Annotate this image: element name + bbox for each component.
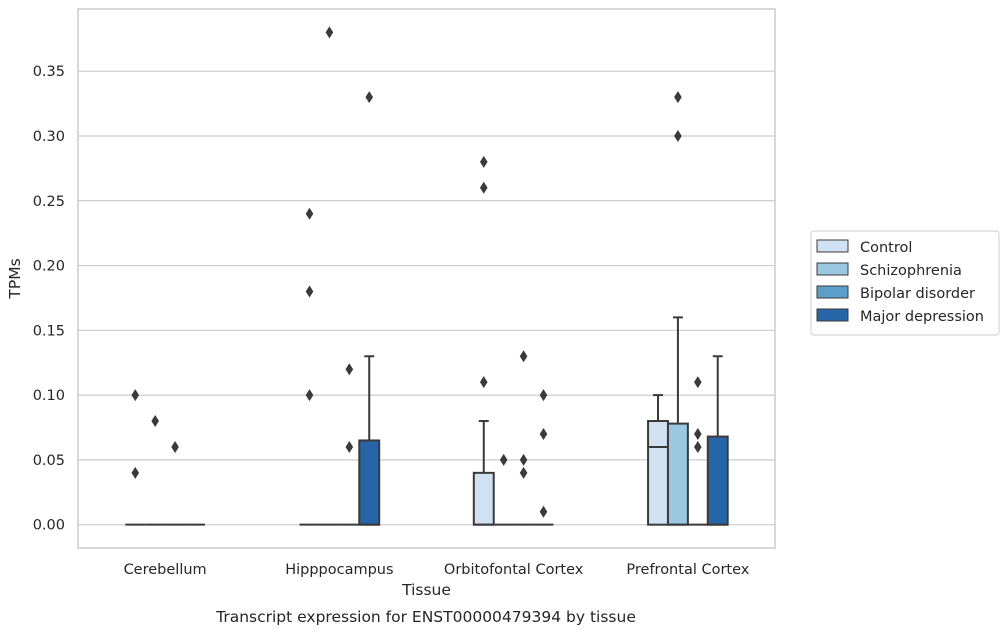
box-3-3	[706, 355, 729, 526]
x-tick-label: Prefrontal Cortex	[626, 562, 749, 578]
box-0-3	[647, 394, 669, 526]
legend-frame	[810, 230, 1000, 336]
outlier-marker	[325, 26, 334, 39]
outlier-marker	[519, 350, 528, 363]
outlier-marker	[151, 415, 159, 428]
box-3-2	[533, 389, 554, 526]
box-0-0	[125, 389, 146, 526]
x-tick-label: Cerebellum	[124, 562, 207, 578]
y-tick-label: 0.30	[33, 129, 65, 145]
legend-swatch	[816, 308, 849, 322]
y-tick-label: 0.35	[33, 64, 65, 80]
box-1-1	[319, 26, 340, 526]
legend-swatch	[816, 285, 849, 299]
box-body	[358, 439, 381, 526]
outlier-marker	[345, 440, 354, 453]
box-0-1	[299, 207, 320, 526]
legend-swatch	[816, 239, 849, 253]
outlier-marker	[674, 91, 682, 104]
box-2-0	[165, 440, 186, 526]
outlier-marker	[305, 285, 314, 298]
y-tick-label: 0.15	[33, 323, 65, 339]
outlier-marker	[674, 129, 682, 142]
outlier-marker	[131, 389, 140, 402]
legend-label: Schizophrenia	[860, 263, 962, 279]
legend-label: Bipolar disorder	[860, 286, 975, 302]
box-2-3	[687, 376, 708, 526]
box-groups	[125, 26, 729, 526]
outlier-marker	[539, 427, 548, 440]
legend-label: Major depression	[860, 309, 984, 325]
legend-swatch	[816, 262, 849, 276]
x-tick-label: Orbitofontal Cortex	[444, 562, 584, 578]
outlier-marker	[694, 427, 702, 440]
outlier-marker	[539, 505, 548, 518]
outlier-marker	[365, 91, 374, 104]
legend: Control Schizophrenia Bipolar disorder Majo…	[810, 230, 1000, 336]
outlier-marker	[519, 466, 528, 479]
outlier-marker	[479, 376, 488, 389]
y-tick-labels: 0.00 0.05 0.10 0.15 0.20 0.25 0.30 0.35	[33, 64, 65, 533]
box-0-2	[472, 155, 495, 526]
y-tick-label: 0.25	[33, 194, 65, 210]
box-2-1	[339, 363, 360, 526]
x-tick-label: Hipppocampus	[285, 562, 393, 578]
y-axis-title: TPMs	[6, 258, 24, 299]
y-tick-label: 0.10	[33, 388, 65, 404]
outlier-marker	[694, 440, 702, 453]
box-1-0	[145, 415, 166, 526]
outlier-marker	[479, 181, 488, 194]
outlier-marker	[171, 440, 179, 453]
box-2-2	[513, 350, 534, 526]
outlier-marker	[305, 389, 314, 402]
y-tick-label: 0.20	[33, 259, 65, 275]
plot-area-frame	[77, 8, 776, 549]
legend-label: Control	[860, 240, 912, 256]
outlier-marker	[305, 207, 314, 220]
outlier-marker	[694, 376, 702, 389]
y-tick-label: 0.05	[33, 453, 65, 469]
y-tick-label: 0.00	[33, 518, 65, 534]
grid-lines	[78, 70, 775, 526]
box-1-2	[493, 453, 514, 526]
box-body	[647, 420, 669, 526]
chart-title: Transcript expression for ENST0000047939…	[215, 608, 636, 626]
box-body	[706, 435, 729, 526]
outlier-marker	[345, 363, 354, 376]
x-axis-title: Tissue	[401, 581, 451, 599]
x-tick-labels: Cerebellum Hipppocampus Orbitofontal Corte…	[124, 562, 750, 578]
outlier-marker	[539, 389, 548, 402]
box-body	[472, 471, 495, 526]
outlier-marker	[479, 155, 488, 168]
outlier-marker	[131, 466, 140, 479]
box-1-3	[666, 91, 689, 526]
outlier-marker	[519, 453, 528, 466]
outlier-marker	[499, 453, 508, 466]
box-body	[666, 422, 689, 526]
box-3-1	[358, 91, 381, 526]
